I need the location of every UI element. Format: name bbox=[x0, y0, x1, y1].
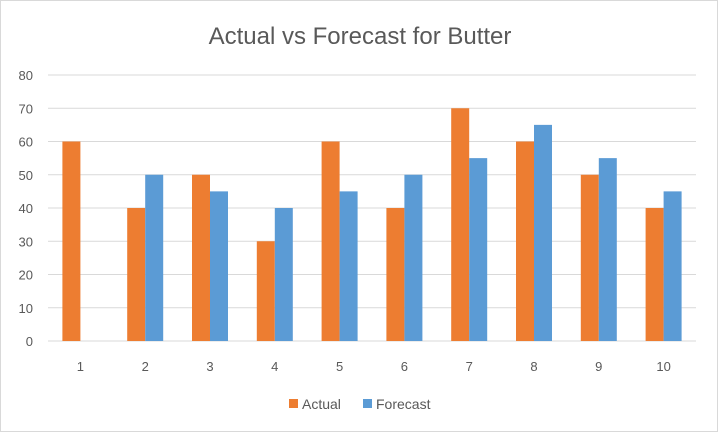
y-axis-ticks: 0 10 20 30 40 50 60 70 80 bbox=[19, 68, 33, 349]
legend-swatch-actual bbox=[289, 399, 298, 408]
y-tick-label: 10 bbox=[19, 301, 33, 316]
y-tick-label: 60 bbox=[19, 135, 33, 150]
bar-actual-3 bbox=[192, 174, 210, 341]
bar-actual-6 bbox=[386, 208, 405, 341]
x-tick-label: 1 bbox=[77, 359, 84, 374]
bars bbox=[62, 108, 682, 341]
bar-actual-8 bbox=[516, 141, 534, 341]
bar-actual-1 bbox=[62, 141, 81, 341]
x-tick-label: 6 bbox=[401, 359, 408, 374]
x-tick-label: 4 bbox=[271, 359, 278, 374]
y-tick-label: 40 bbox=[19, 201, 33, 216]
x-tick-label: 10 bbox=[656, 359, 670, 374]
bar-forecast-8 bbox=[534, 124, 552, 341]
bar-actual-5 bbox=[321, 141, 340, 341]
bar-forecast-2 bbox=[145, 174, 164, 341]
bar-forecast-7 bbox=[469, 158, 488, 341]
x-tick-label: 8 bbox=[530, 359, 537, 374]
x-tick-label: 2 bbox=[142, 359, 149, 374]
x-axis-ticks: 1 2 3 4 5 6 7 8 9 10 bbox=[77, 359, 671, 374]
x-tick-label: 5 bbox=[336, 359, 343, 374]
y-tick-label: 50 bbox=[19, 168, 33, 183]
y-tick-label: 70 bbox=[19, 101, 33, 116]
bar-actual-10 bbox=[645, 208, 664, 341]
legend-swatch-forecast bbox=[363, 399, 372, 408]
bar-forecast-5 bbox=[339, 191, 358, 341]
bar-forecast-4 bbox=[274, 208, 293, 341]
legend-label-forecast: Forecast bbox=[376, 396, 431, 412]
x-tick-label: 9 bbox=[595, 359, 602, 374]
x-tick-label: 7 bbox=[466, 359, 473, 374]
legend: Actual Forecast bbox=[289, 396, 431, 412]
bar-forecast-6 bbox=[404, 174, 423, 341]
chart-title: Actual vs Forecast for Butter bbox=[209, 23, 512, 50]
bar-forecast-3 bbox=[210, 191, 228, 341]
bar-forecast-10 bbox=[663, 191, 682, 341]
legend-label-actual: Actual bbox=[302, 396, 341, 412]
bar-actual-7 bbox=[451, 108, 470, 341]
bar-forecast-9 bbox=[598, 158, 617, 341]
bar-actual-4 bbox=[256, 241, 275, 341]
x-tick-label: 3 bbox=[206, 359, 213, 374]
y-tick-label: 20 bbox=[19, 268, 33, 283]
bar-actual-9 bbox=[580, 174, 599, 341]
y-tick-label: 30 bbox=[19, 234, 33, 249]
y-tick-label: 80 bbox=[19, 68, 33, 83]
bar-actual-2 bbox=[127, 208, 146, 341]
y-tick-label: 0 bbox=[26, 334, 33, 349]
